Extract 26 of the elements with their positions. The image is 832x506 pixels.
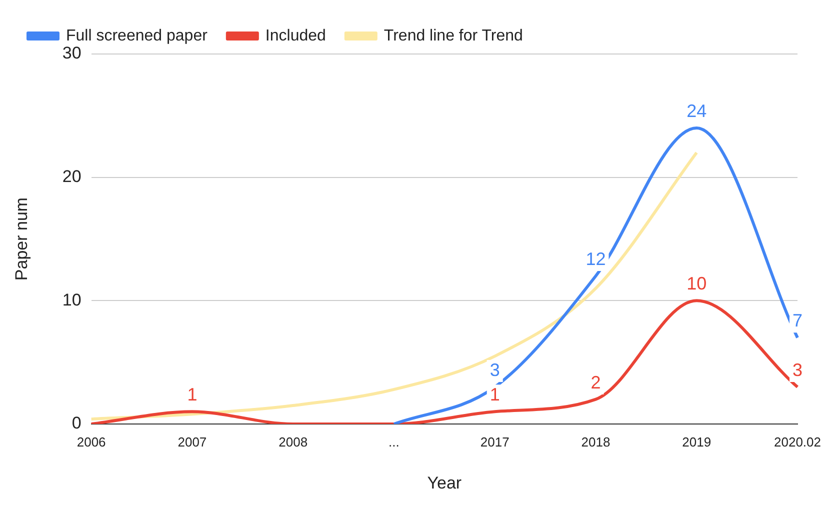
x-axis-title: Year [427, 473, 462, 492]
x-tick-label: 2006 [76, 434, 106, 450]
y-tick-label: 20 [62, 167, 82, 186]
legend-label: Full screened paper [66, 27, 208, 44]
data-label: 3 [792, 360, 803, 380]
x-tick-label: 2019 [682, 434, 712, 450]
data-label: 24 [686, 100, 707, 121]
data-label: 2 [590, 372, 601, 392]
data-label: 7 [792, 310, 803, 331]
y-axis-title: Paper num [12, 197, 31, 281]
data-label: 1 [187, 384, 198, 405]
legend-label: Trend line for Trend [384, 27, 523, 44]
data-label: 1 [490, 384, 500, 405]
y-tick-label: 30 [62, 44, 82, 63]
x-tick-label: 2007 [178, 434, 207, 450]
x-tick-label: ... [388, 434, 400, 450]
data-label: 10 [686, 274, 707, 294]
data-label: 3 [490, 360, 500, 380]
y-tick-label: 10 [62, 290, 82, 310]
data-label: 12 [586, 248, 606, 269]
y-tick-label: 0 [72, 414, 82, 433]
x-tick-label: 2020.02 [774, 434, 822, 450]
x-tick-label: 2018 [581, 434, 610, 450]
legend-label: Included [265, 27, 326, 44]
x-tick-label: 2008 [278, 434, 308, 450]
x-tick-label: 2017 [480, 434, 510, 450]
